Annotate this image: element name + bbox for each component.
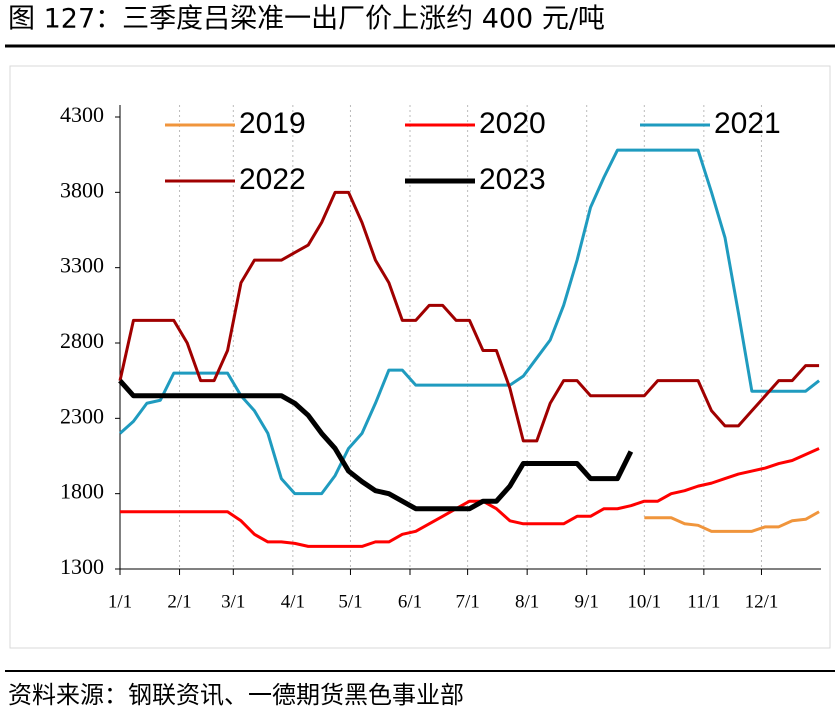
y-tick-label: 3800 [60, 177, 104, 202]
series-line [118, 379, 634, 512]
y-tick-label: 2300 [60, 403, 104, 428]
title: 图 127：三季度吕梁准一出厂价上涨约 400 元/吨 [8, 4, 605, 35]
y-tick-label: 3300 [60, 253, 104, 278]
plot-panel [9, 65, 831, 649]
legend-label: 2022 [239, 163, 306, 196]
series-line [644, 510, 820, 533]
legend-label: 2019 [239, 107, 306, 140]
x-tick-label: 3/1 [221, 591, 245, 612]
x-tick-label: 7/1 [455, 591, 479, 612]
series-line [118, 148, 821, 496]
x-tick-label: 2/1 [167, 591, 191, 612]
x-tick-label: 8/1 [515, 591, 539, 612]
x-tick-label: 12/1 [745, 591, 779, 612]
x-tick-label: 4/1 [281, 591, 305, 612]
series-line [120, 447, 820, 548]
x-tick-label: 6/1 [398, 591, 422, 612]
y-tick-label: 2800 [60, 328, 104, 353]
legend-label: 2023 [479, 163, 546, 196]
legend-label: 2020 [479, 107, 546, 140]
y-tick-label: 1300 [60, 554, 104, 579]
source: 资料来源：钢联资讯、一德期货黑色事业部 [8, 681, 464, 709]
x-tick-label: 9/1 [575, 591, 599, 612]
y-tick-label: 4300 [60, 102, 104, 127]
series-line [118, 190, 820, 443]
x-tick-label: 1/1 [108, 591, 132, 612]
y-tick-label: 1800 [60, 479, 104, 504]
legend-label: 2021 [714, 107, 781, 140]
x-tick-label: 10/1 [627, 591, 661, 612]
x-tick-label: 11/1 [687, 591, 720, 612]
x-tick-label: 5/1 [338, 591, 362, 612]
